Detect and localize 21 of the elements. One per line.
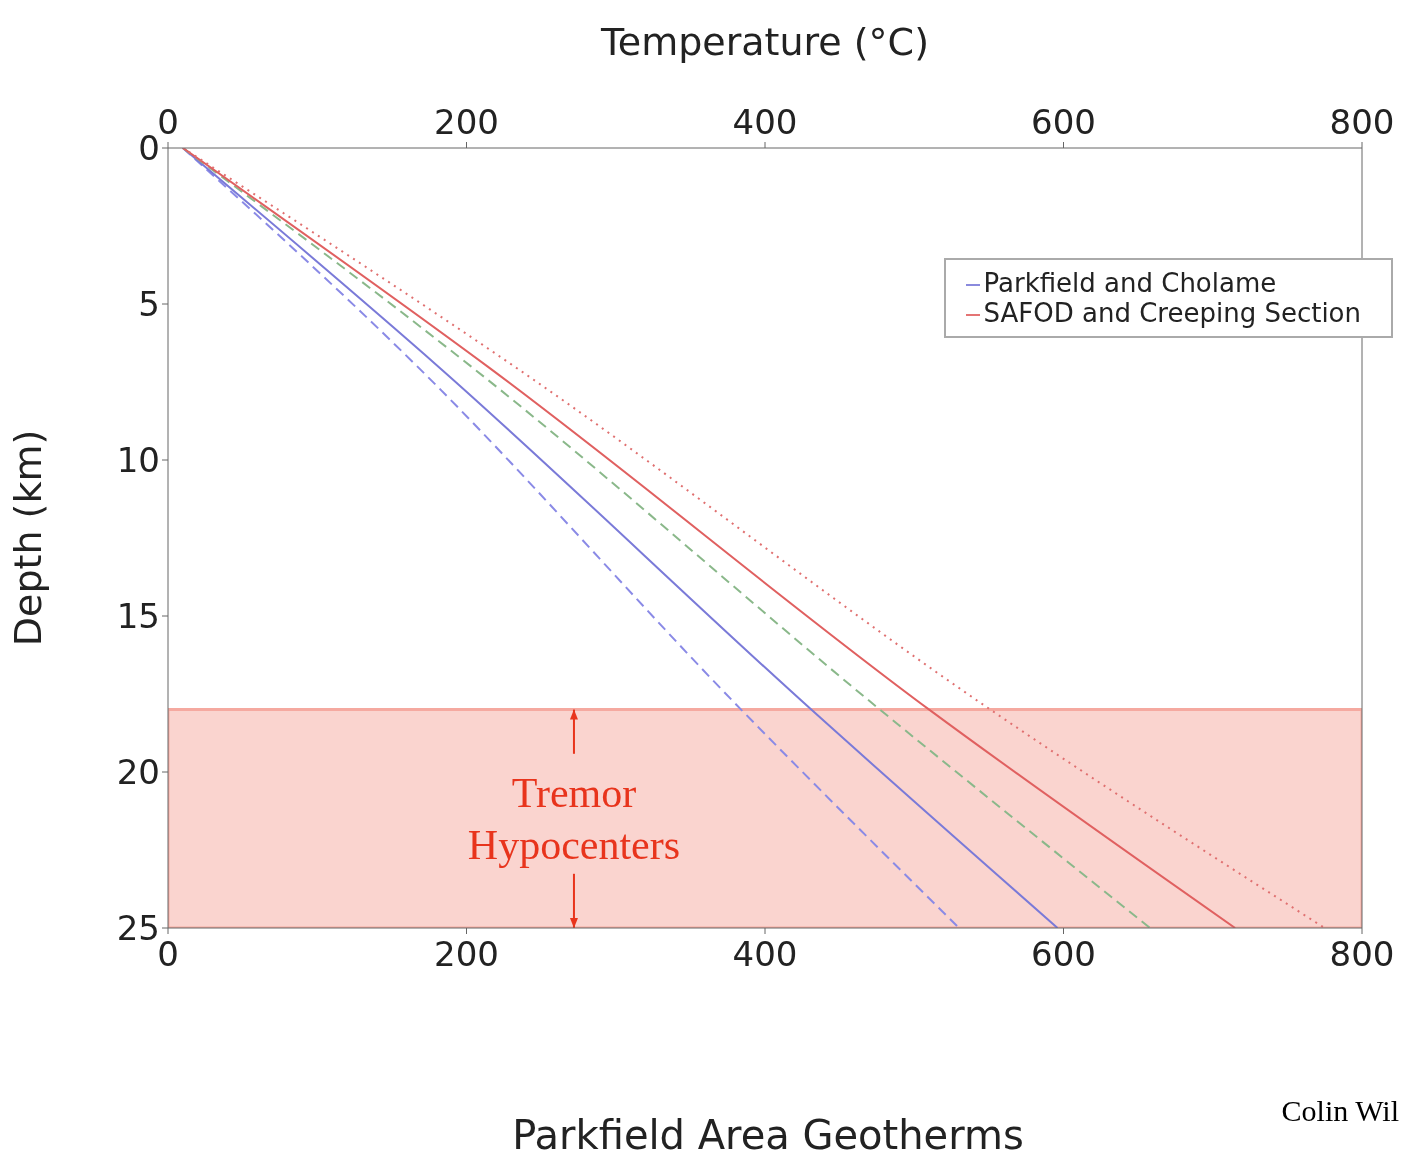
x2-tick-label: 400 (732, 934, 798, 975)
x-tick-label: 400 (732, 102, 798, 142)
x2-tick-label: 600 (1031, 934, 1096, 975)
x-tick-label: 200 (434, 102, 499, 142)
legend-label: SAFOD and Creeping Section (983, 298, 1361, 328)
y-tick-label: 25 (116, 908, 160, 949)
y-tick-label: 15 (116, 596, 160, 637)
x-tick-label: 600 (1031, 102, 1096, 142)
x2-tick-label: 800 (1329, 934, 1395, 975)
band-label: Tremor Hypocenters (467, 769, 681, 868)
x2-axis-title: Temperature (°C) (600, 19, 929, 64)
text: Colin Wil (1281, 1094, 1399, 1128)
x2-tick-label: 200 (434, 934, 499, 975)
y-tick-label: 10 (116, 440, 160, 481)
legend-label: Parkfield and Cholame (983, 268, 1277, 298)
y-tick-label: 20 (116, 752, 160, 793)
y-tick-label: 5 (138, 284, 160, 325)
y-axis-title: Depth (km) (6, 429, 51, 647)
text: Parkfield Area Geotherms (512, 1112, 1024, 1158)
x-tick-label: 800 (1329, 102, 1395, 142)
y-tick-label: 0 (138, 128, 160, 169)
